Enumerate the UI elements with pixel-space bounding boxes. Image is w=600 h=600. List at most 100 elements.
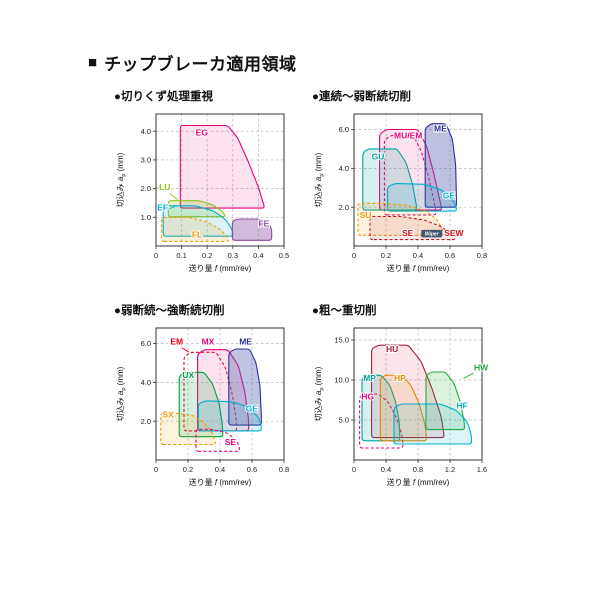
chart-subtitle-continuous: ●連続〜弱断続切削 — [312, 91, 411, 103]
x-axis-label: 送り量 f (mm/rev) — [387, 477, 450, 487]
region-label-GE: GE — [443, 190, 456, 200]
region-label-SE: SE — [225, 437, 237, 447]
regions — [160, 348, 262, 452]
regions — [161, 124, 273, 242]
svg-text:5.0: 5.0 — [339, 416, 349, 425]
region-HF — [393, 403, 473, 445]
x-axis-label: 送り量 f (mm/rev) — [189, 477, 252, 487]
svg-text:3.0: 3.0 — [141, 156, 151, 165]
region-label-LU: LU — [159, 182, 170, 192]
chart-block-interrupted: ●弱断続〜強断続切削 0 0.2 0.4 0.6 0.8 2.0 4.0 6.0 送り量 f (… — [112, 302, 310, 494]
svg-text:4.0: 4.0 — [141, 378, 151, 387]
title-square-icon: ■ — [88, 54, 98, 71]
region-UX — [178, 371, 224, 438]
region-label-MX: MX — [202, 337, 215, 347]
chart-light-heavy-interrupted: 0 0.2 0.4 0.6 0.8 2.0 4.0 6.0 送り量 f (mm/rev) 切込み … — [112, 320, 310, 494]
region-GE — [387, 183, 457, 212]
chart-continuous-light-interrupted: 0 0.2 0.4 0.6 0.8 2.0 4.0 6.0 送り量 f (mm/rev) 切込み … — [310, 106, 508, 280]
svg-text:0.2: 0.2 — [183, 465, 193, 474]
region-label-HW: HW — [474, 362, 489, 372]
svg-text:0.4: 0.4 — [253, 251, 263, 260]
region-label-FL: FL — [192, 229, 202, 239]
region-label-EG: EG — [196, 128, 209, 138]
x-axis-label: 送り量 f (mm/rev) — [189, 263, 252, 273]
chart-subtitle-chip-control: ●切りくず処理重視 — [114, 91, 213, 103]
svg-text:0.5: 0.5 — [279, 251, 289, 260]
chart-block-rough-heavy: ●粗〜重切削 0 0.4 0.8 1.2 1.6 5.0 10.0 15.0 送り量 f (mm… — [310, 302, 508, 494]
svg-text:0.4: 0.4 — [381, 465, 391, 474]
y-axis-label: 切込み ap (mm) — [314, 366, 325, 421]
region-MX — [197, 349, 250, 432]
region-label-EM: EM — [170, 337, 183, 347]
svg-text:6.0: 6.0 — [339, 125, 349, 134]
region-GU — [362, 148, 417, 211]
svg-text:0.6: 0.6 — [247, 465, 257, 474]
svg-text:0: 0 — [154, 465, 158, 474]
svg-text:4.0: 4.0 — [339, 164, 349, 173]
svg-text:0: 0 — [352, 251, 356, 260]
gridlines — [354, 328, 482, 460]
region-label-FE: FE — [258, 218, 269, 228]
region-label-ME: ME — [239, 337, 252, 347]
axis-ticks: 0 0.4 0.8 1.2 1.6 5.0 10.0 15.0 — [334, 336, 487, 474]
page-title: ■ チップブレーカ適用領域 — [88, 50, 297, 75]
svg-text:1.6: 1.6 — [477, 465, 487, 474]
svg-text:0.2: 0.2 — [381, 251, 391, 260]
region-label-MUEM: MU/EM — [394, 130, 422, 140]
chart-chip-control-priority: 0 0.1 0.2 0.3 0.4 0.5 1.0 2.0 3.0 4.0 送り量 f (mm/re… — [112, 106, 310, 280]
region-SU — [357, 202, 444, 236]
svg-text:0.8: 0.8 — [413, 465, 423, 474]
svg-text:0.3: 0.3 — [228, 251, 238, 260]
region-label-UX: UX — [182, 370, 194, 380]
charts-grid: ●切りくず処理重視 0 0.1 0.2 0.3 0.4 0.5 1.0 2.0 3.0 4.0 送り… — [112, 88, 508, 494]
svg-text:0.6: 0.6 — [445, 251, 455, 260]
region-HP — [379, 374, 428, 442]
gridlines — [156, 328, 284, 460]
gridlines — [156, 114, 284, 246]
svg-text:1.0: 1.0 — [141, 213, 151, 222]
svg-text:4.0: 4.0 — [141, 127, 151, 136]
chart-block-continuous: ●連続〜弱断続切削 0 0.2 0.4 0.6 0.8 2.0 4.0 6.0 送り量 f (m… — [310, 88, 508, 280]
region-label-MP: MP — [363, 373, 376, 383]
region-labels: EM MX ME UX GE SX SE — [161, 336, 259, 448]
region-ME — [424, 123, 457, 208]
region-MU — [383, 134, 437, 216]
svg-text:6.0: 6.0 — [141, 339, 151, 348]
svg-text:0.8: 0.8 — [279, 465, 289, 474]
region-label-SEW: SEW — [444, 228, 464, 238]
chart-canvas-continuous-light-interrupted: 0 0.2 0.4 0.6 0.8 2.0 4.0 6.0 送り量 f (mm/rev) 切込み … — [314, 113, 488, 273]
regions — [357, 123, 457, 241]
page-title-text: チップブレーカ適用領域 — [104, 55, 297, 74]
wiper-badge — [421, 229, 443, 238]
svg-text:0: 0 — [154, 251, 158, 260]
svg-text:15.0: 15.0 — [334, 336, 349, 345]
y-axis-label: 切込み ap (mm) — [314, 152, 325, 207]
region-label-SE: SE — [402, 228, 414, 238]
region-label-HF: HF — [456, 400, 467, 410]
axis-ticks: 0 0.1 0.2 0.3 0.4 0.5 1.0 2.0 3.0 4.0 — [141, 127, 290, 260]
region-label-ME: ME — [434, 123, 447, 133]
svg-text:10.0: 10.0 — [334, 376, 349, 385]
axis-ticks: 0 0.2 0.4 0.6 0.8 2.0 4.0 6.0 — [339, 125, 488, 260]
region-FL — [161, 216, 229, 242]
region-HG — [359, 393, 404, 449]
svg-text:2.0: 2.0 — [141, 417, 151, 426]
region-SE — [195, 428, 240, 452]
region-labels: GU MU/EM ME GE SU SE Wiper SEW — [359, 122, 466, 238]
region-EG — [179, 124, 265, 209]
svg-text:0.2: 0.2 — [202, 251, 212, 260]
svg-text:0.4: 0.4 — [215, 465, 225, 474]
region-EM — [183, 351, 238, 432]
plot-border — [155, 113, 285, 247]
region-label-GU: GU — [372, 152, 385, 162]
svg-text:2.0: 2.0 — [141, 184, 151, 193]
region-label-SX: SX — [162, 409, 174, 419]
regions — [359, 344, 473, 449]
svg-text:0.1: 0.1 — [176, 251, 186, 260]
svg-text:0.8: 0.8 — [477, 251, 487, 260]
region-label-HU: HU — [386, 344, 398, 354]
region-label-EF: EF — [157, 202, 168, 212]
chart-block-chip-control: ●切りくず処理重視 0 0.1 0.2 0.3 0.4 0.5 1.0 2.0 3.0 4.0 送り… — [112, 88, 310, 280]
region-MP — [361, 374, 401, 442]
